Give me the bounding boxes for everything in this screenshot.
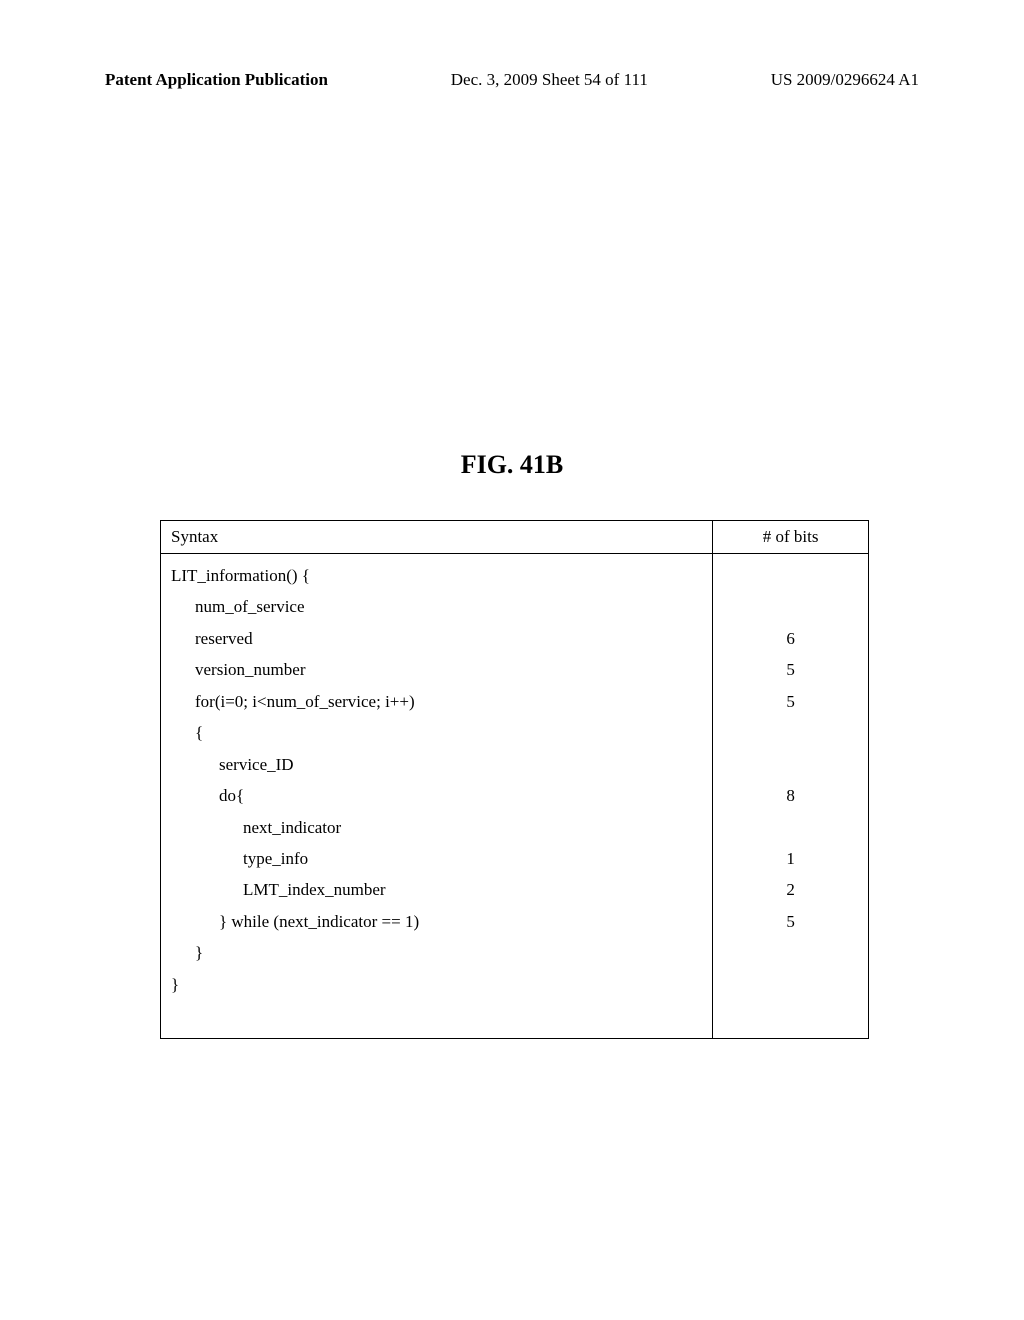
syntax-line: for(i=0; i<num_of_service; i++) [171,686,702,717]
syntax-line: reserved [171,623,702,654]
bits-line [723,969,858,1000]
header-right: US 2009/0296624 A1 [771,70,919,90]
bits-line: 8 [723,780,858,811]
col-header-syntax: Syntax [161,521,713,554]
syntax-line: service_ID [171,749,702,780]
header-row: Patent Application Publication Dec. 3, 2… [105,70,919,90]
bits-line: 6 [723,623,858,654]
bits-line [723,560,858,591]
syntax-line: LMT_index_number [171,874,702,905]
bits-line: 5 [723,906,858,937]
syntax-line: do{ [171,780,702,811]
syntax-line: version_number [171,654,702,685]
syntax-line: num_of_service [171,591,702,622]
syntax-table-container: Syntax # of bits LIT_information() { num… [160,520,869,1039]
bits-line [723,749,858,780]
page-header: Patent Application Publication Dec. 3, 2… [0,70,1024,90]
table-body-row: LIT_information() { num_of_service reser… [161,554,869,1039]
syntax-table: Syntax # of bits LIT_information() { num… [160,520,869,1039]
syntax-line: { [302,566,310,585]
syntax-cell: LIT_information() { num_of_service reser… [161,554,713,1039]
bits-line [723,1000,858,1031]
col-header-bits: # of bits [713,521,869,554]
bits-cell: 6 5 5 8 1 2 5 [713,554,869,1039]
header-left: Patent Application Publication [105,70,328,90]
bits-line [723,591,858,622]
bits-line: 2 [723,874,858,905]
syntax-line: next_indicator [171,812,702,843]
syntax-line: type_info [171,843,702,874]
bits-line [723,717,858,748]
figure-title: FIG. 41B [0,450,1024,480]
syntax-line: } while (next_indicator == 1) [171,906,702,937]
header-center: Dec. 3, 2009 Sheet 54 of 111 [451,70,648,90]
bits-line: 5 [723,654,858,685]
bits-line: 1 [723,843,858,874]
bits-line: 5 [723,686,858,717]
syntax-line: } [171,975,179,994]
table-header-row: Syntax # of bits [161,521,869,554]
bits-line [723,812,858,843]
syntax-line: } [171,937,702,968]
syntax-line: LIT_information() [171,566,298,585]
syntax-line: { [171,717,702,748]
bits-line [723,937,858,968]
